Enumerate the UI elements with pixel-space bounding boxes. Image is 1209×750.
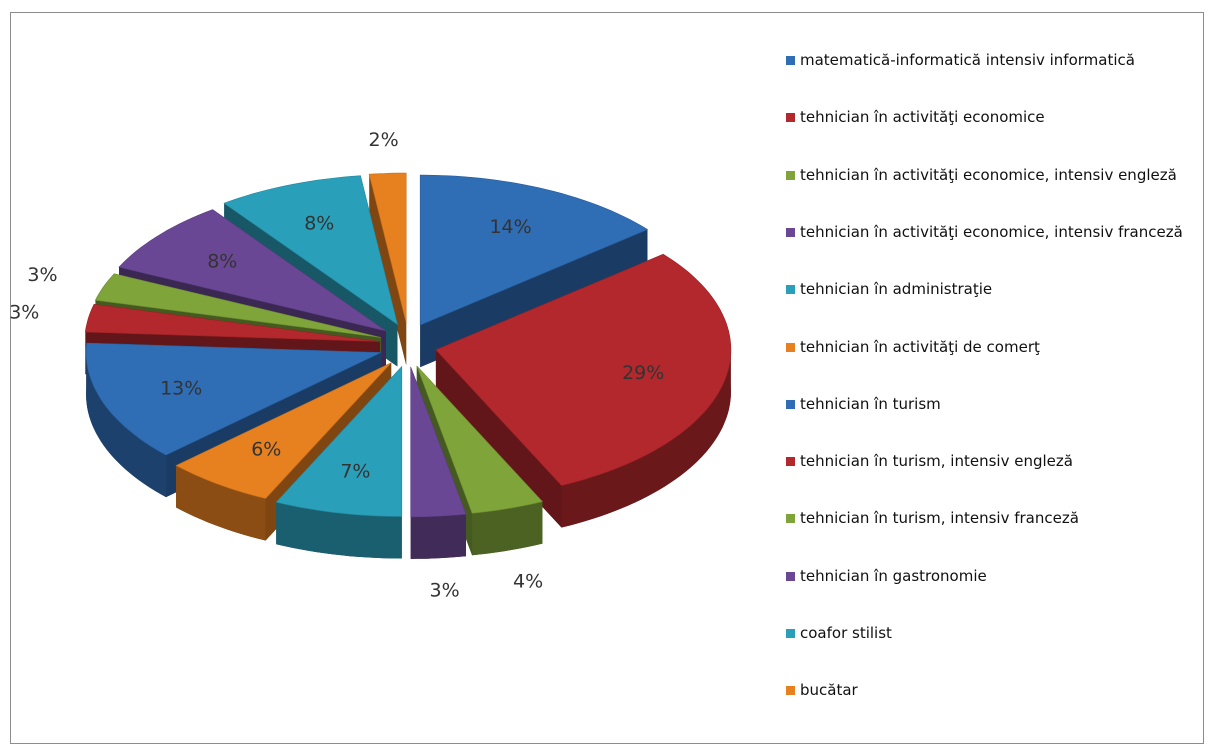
legend-label: tehnician în gastronomie: [800, 566, 987, 585]
legend-label: tehnician în turism, intensiv engleză: [800, 452, 1073, 471]
slice-side: [86, 352, 166, 498]
legend-swatch: [786, 342, 795, 352]
slice-top: [368, 172, 407, 324]
legend-swatch: [786, 113, 795, 123]
legend-item: bucătar: [786, 678, 1200, 702]
legend-swatch: [786, 56, 795, 65]
legend-label: tehnician în activităţi economice, inten…: [800, 165, 1177, 184]
legend-item: matematică-informatică intensiv informat…: [786, 48, 1200, 72]
legend-swatch: [786, 686, 795, 696]
slice-top: [435, 253, 732, 486]
slice-side: [176, 465, 266, 541]
slice-top: [84, 303, 380, 342]
slice-side: [276, 502, 402, 559]
slice-wall: [435, 349, 562, 528]
data-label: 7%: [340, 460, 370, 482]
legend-label: bucătar: [800, 681, 858, 700]
slice: [275, 365, 403, 559]
legend-item: tehnician în activităţi economice, inten…: [786, 163, 1200, 187]
legend-item: coafor stilist: [786, 621, 1200, 645]
slice-top: [419, 174, 649, 326]
data-label: 6%: [251, 439, 281, 461]
slice-side: [472, 501, 543, 556]
legend-swatch: [786, 571, 795, 581]
legend-swatch: [786, 514, 795, 524]
data-label: 13%: [160, 378, 202, 400]
legend-swatch: [786, 227, 795, 237]
slice-top: [118, 209, 387, 332]
data-label: 3%: [9, 301, 39, 323]
legend-label: tehnician în administraţie: [800, 280, 993, 299]
chart-frame: [10, 12, 1204, 744]
slice-side: [561, 349, 731, 528]
data-label: 3%: [430, 580, 460, 602]
slice-wall: [369, 174, 407, 365]
slice-top: [416, 365, 543, 514]
data-label: 2%: [369, 129, 399, 151]
data-label: 8%: [304, 213, 334, 235]
legend-swatch: [786, 457, 795, 467]
legend-item: tehnician în administraţie: [786, 277, 1200, 301]
legend-item: tehnician în turism: [786, 392, 1200, 416]
slice: [410, 366, 467, 559]
legend-swatch: [786, 629, 795, 638]
legend-label: tehnician în turism, intensiv franceză: [800, 509, 1079, 528]
data-label: 4%: [513, 571, 543, 593]
slice-top: [275, 365, 403, 517]
data-label: 29%: [622, 362, 664, 384]
legend-label: tehnician în activităţi economice: [800, 108, 1045, 127]
legend-item: tehnician în activităţi de comerţ: [786, 335, 1200, 359]
legend-item: tehnician în gastronomie: [786, 564, 1200, 588]
slice-top: [94, 273, 382, 338]
data-label: 14%: [489, 216, 531, 238]
legend-label: tehnician în activităţi de comerţ: [800, 337, 1040, 356]
slice-side: [410, 514, 466, 559]
slice-top: [410, 366, 467, 518]
legend-label: matematică-informatică intensiv informat…: [800, 51, 1135, 69]
data-label: 8%: [207, 251, 237, 273]
legend-item: tehnician în turism, intensiv engleză: [786, 449, 1200, 473]
legend-swatch: [786, 285, 795, 295]
slice-top: [85, 342, 382, 456]
legend-item: tehnician în activităţi economice, inten…: [786, 220, 1200, 244]
data-label: 3%: [27, 264, 57, 286]
legend-item: tehnician în activităţi economice: [786, 105, 1200, 129]
slice-top: [223, 175, 398, 326]
legend-swatch: [786, 399, 795, 409]
legend-label: tehnician în turism: [800, 394, 941, 413]
legend-label: tehnician în activităţi economice, inten…: [800, 222, 1183, 241]
legend-item: tehnician în turism, intensiv franceză: [786, 506, 1200, 530]
legend-swatch: [786, 170, 795, 180]
slice-top: [175, 362, 392, 499]
legend-label: coafor stilist: [800, 624, 892, 642]
